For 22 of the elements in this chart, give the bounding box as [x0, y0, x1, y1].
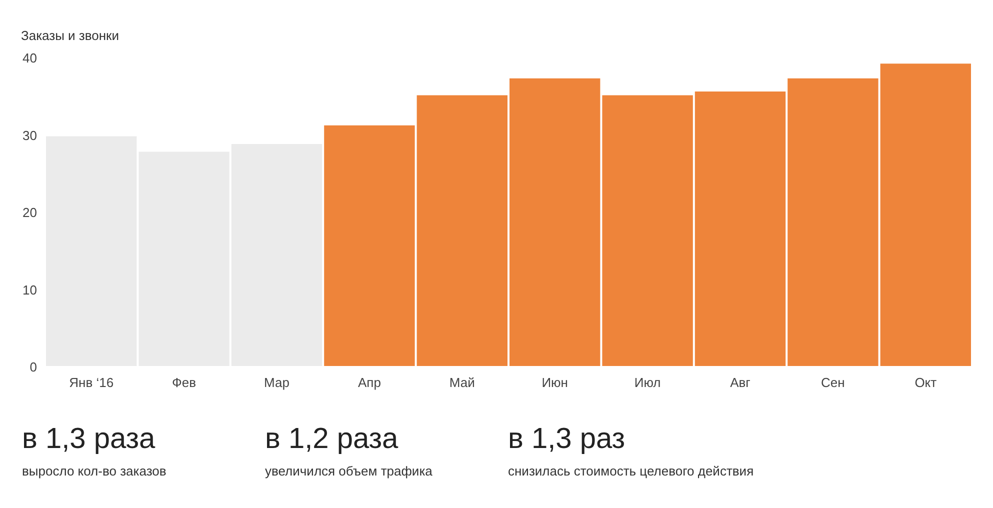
y-tick-label: 0: [30, 360, 37, 374]
x-tick-label: Июл: [634, 375, 661, 390]
x-tick-label: Окт: [914, 375, 937, 390]
y-tick-label: 20: [22, 205, 37, 220]
x-tick-label: Май: [449, 375, 475, 390]
y-tick-label: 30: [22, 128, 37, 143]
text: увеличился объем трафика: [265, 464, 434, 478]
x-tick-label: Мар: [264, 375, 290, 390]
text: в 1,3 раз: [508, 423, 626, 455]
y-axis-title: Заказы и звонки: [21, 28, 120, 43]
x-tick-label: Апр: [358, 375, 381, 390]
y-tick-label: 40: [22, 50, 37, 66]
x-tick-label: Фев: [172, 375, 196, 390]
text: выросло кол-во заказов: [22, 464, 166, 478]
x-tick-label: Янв ‘16: [69, 375, 114, 390]
x-tick-label: Сен: [821, 375, 845, 390]
text: снизилась стоимость целевого действия: [508, 464, 754, 478]
text: в 1,3 раза: [22, 423, 156, 455]
text: в 1,2 раза: [265, 423, 400, 455]
x-tick-label: Авг: [730, 375, 751, 390]
x-tick-label: Июн: [542, 375, 568, 390]
y-tick-label: 10: [22, 282, 37, 298]
